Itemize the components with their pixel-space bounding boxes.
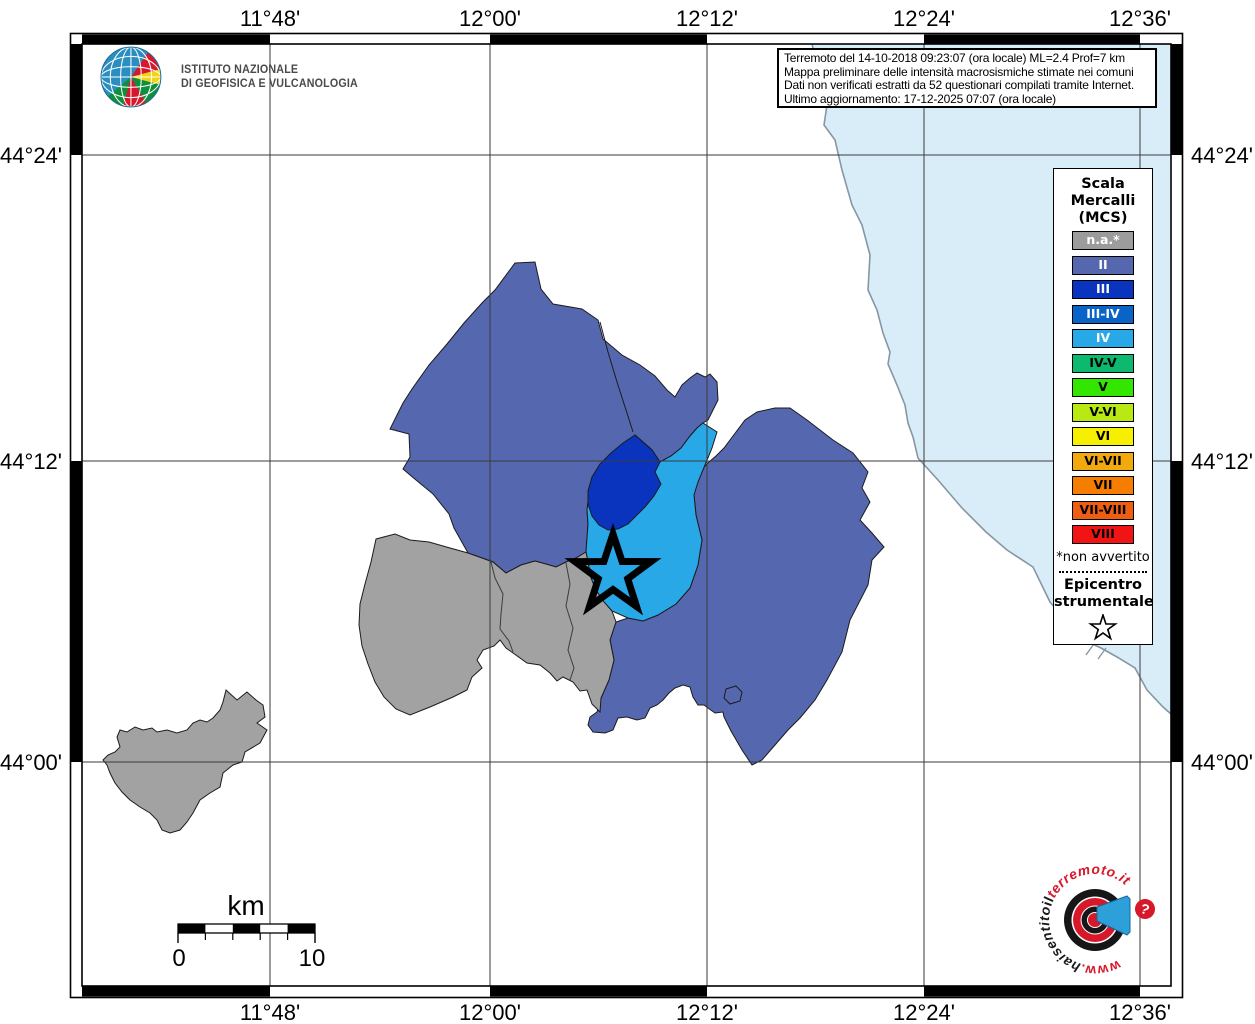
municipality-border-ii-west xyxy=(599,321,634,433)
axis-label-top-0: 11°48' xyxy=(240,6,300,31)
legend-title-line3: (MCS) xyxy=(1078,210,1128,226)
municipality-ii-islet xyxy=(723,685,743,705)
legend-swatch-na: n.a.* xyxy=(1072,231,1134,250)
axis-label-right-0: 44°24' xyxy=(1191,143,1253,168)
legend-swatch-vii: VII xyxy=(1072,476,1134,495)
axis-label-top-1: 12°00' xyxy=(459,6,521,31)
axis-label-left-1: 44°12' xyxy=(0,449,62,474)
legend-footnote: *non avvertito xyxy=(1056,549,1150,565)
event-info-line2: Mappa preliminare delle intensità macros… xyxy=(784,64,1134,79)
axis-label-top-2: 12°12' xyxy=(676,6,738,31)
legend-swatch-vi-vii: VI-VII xyxy=(1072,451,1134,471)
haisentito-watermark: www.haisentitoilterremoto.it ? xyxy=(1037,862,1155,978)
legend-swatch-v: V xyxy=(1072,378,1134,397)
legend-epicenter-line2: strumentale xyxy=(1054,593,1154,610)
mercalli-legend: Scala Mercalli (MCS) n.a.* II III III-IV… xyxy=(1053,168,1154,645)
ingv-logo-text: ISTITUTO NAZIONALE DI GEOFISICA E VULCAN… xyxy=(181,63,358,91)
axis-label-bottom-4: 12°36' xyxy=(1109,1000,1171,1024)
axis-label-left-0: 44°24' xyxy=(0,143,62,168)
municipality-border-na-1 xyxy=(489,557,514,653)
legend-swatch-vi: VI xyxy=(1072,427,1134,446)
legend-swatch-viii: VIII xyxy=(1072,525,1134,544)
legend-divider xyxy=(1059,570,1147,573)
watermark-www: www. xyxy=(1078,957,1124,978)
watermark-question-badge: ? xyxy=(1135,899,1155,919)
map-frame xyxy=(69,32,1184,999)
legend-swatch-iii: III xyxy=(1072,280,1134,299)
axis-label-top-3: 12°24' xyxy=(893,6,955,31)
axis-label-bottom-1: 12°00' xyxy=(459,1000,521,1024)
scale-bar-start: 0 xyxy=(172,945,185,972)
axis-label-right-1: 44°12' xyxy=(1191,449,1253,474)
legend-swatch-iii-iv: III-IV xyxy=(1072,304,1134,324)
legend-title: Scala Mercalli (MCS) xyxy=(1054,176,1152,227)
scale-bar-end: 10 xyxy=(299,945,326,972)
legend-swatch-iv-v: IV-V xyxy=(1072,353,1134,373)
event-info-line3: Dati non verificati estratti da 52 quest… xyxy=(784,78,1135,93)
ingv-logo-line2: DI GEOFISICA E VULCANOLOGIA xyxy=(181,78,358,90)
scale-bar xyxy=(177,923,316,943)
axis-label-bottom-3: 12°24' xyxy=(893,1000,955,1024)
municipality-iii xyxy=(587,434,662,531)
legend-swatch-iv: IV xyxy=(1072,329,1134,348)
event-info-line4: Ultimo aggiornamento: 17-12-2025 07:07 (… xyxy=(784,91,1056,106)
legend-swatch-vii-viii: VII-VIII xyxy=(1072,500,1134,520)
ingv-logo-line1: ISTITUTO NAZIONALE xyxy=(181,64,299,76)
axis-labels: 11°48' 12°00' 12°12' 12°24' 12°36' 11°48… xyxy=(0,6,1253,1024)
legend-title-line1: Scala xyxy=(1081,176,1125,192)
axis-label-top-4: 12°36' xyxy=(1109,6,1171,31)
legend-swatch-v-vi: V-VI xyxy=(1072,402,1134,422)
epicenter-star xyxy=(564,522,662,616)
event-info-box: Terremoto del 14-10-2018 09:23:07 (ora l… xyxy=(777,48,1157,108)
legend-epicenter-star-icon xyxy=(1088,613,1118,641)
legend-swatch-ii: II xyxy=(1072,255,1134,275)
axis-label-right-2: 44°00' xyxy=(1191,750,1253,775)
scale-bar-unit: km xyxy=(227,890,264,921)
axis-label-bottom-0: 11°48' xyxy=(240,1000,300,1024)
legend-epicenter-label: Epicentro strumentale xyxy=(1054,576,1154,611)
axis-label-bottom-2: 12°12' xyxy=(676,1000,738,1024)
watermark-megaphone-icon xyxy=(1096,895,1131,936)
ingv-globe-icon xyxy=(100,46,162,108)
legend-epicenter-line1: Epicentro xyxy=(1063,576,1143,593)
legend-title-line2: Mercalli xyxy=(1070,193,1136,209)
ingv-logo: ISTITUTO NAZIONALE DI GEOFISICA E VULCAN… xyxy=(100,44,371,110)
coastline xyxy=(811,44,1171,715)
municipality-na-central xyxy=(358,533,617,716)
axis-label-left-2: 44°00' xyxy=(0,750,62,775)
event-info-line1: Terremoto del 14-10-2018 09:23:07 (ora l… xyxy=(784,51,1125,65)
municipality-border-na-2 xyxy=(565,562,575,681)
